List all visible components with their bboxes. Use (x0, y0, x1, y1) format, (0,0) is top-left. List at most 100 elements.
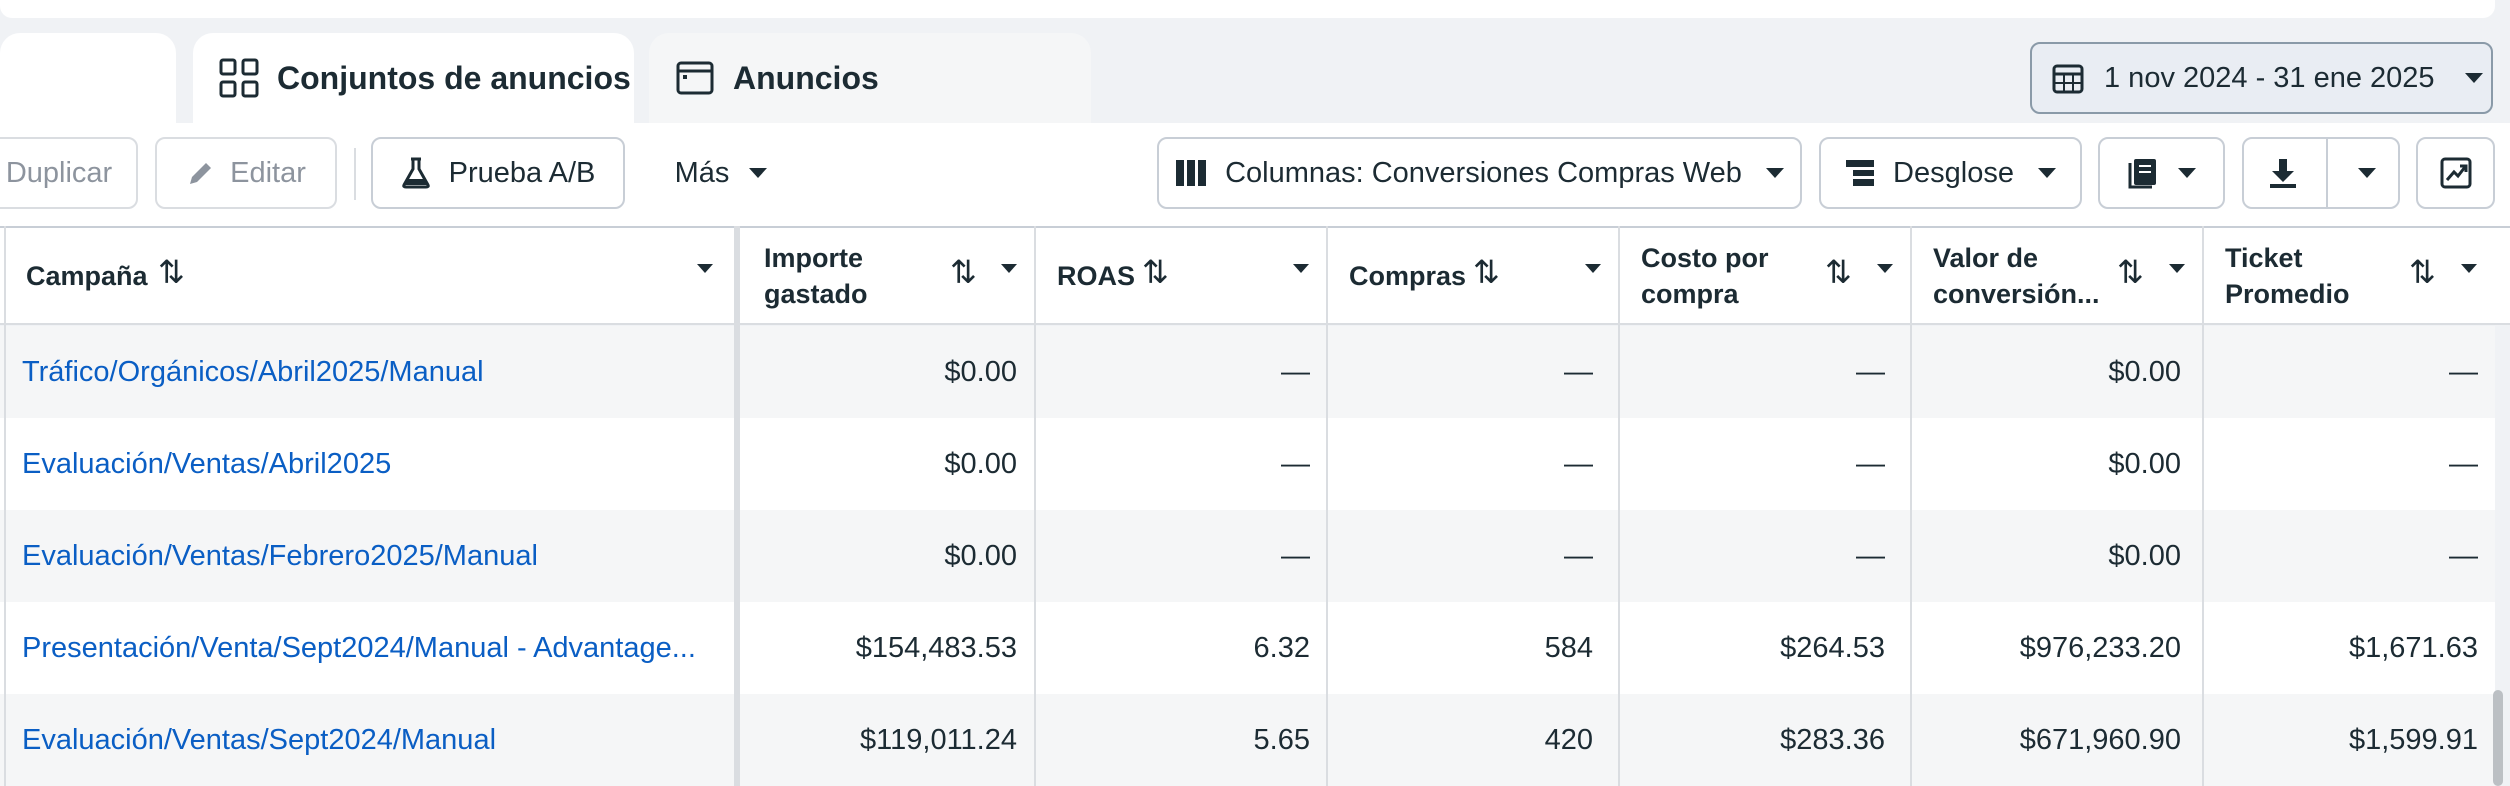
column-menu-caret[interactable] (1001, 264, 1017, 273)
date-range-label: 1 nov 2024 - 31 ene 2025 (2104, 61, 2435, 94)
table-row[interactable]: Evaluación/Ventas/Abril2025 $0.00 — — — … (0, 418, 2495, 510)
average-ticket-cell: $1,671.63 (2348, 632, 2478, 664)
reports-icon (2128, 159, 2156, 189)
table-row[interactable]: Evaluación/Ventas/Febrero2025/Manual $0.… (0, 510, 2495, 602)
column-menu-caret[interactable] (2461, 264, 2477, 273)
column-header-purchases[interactable]: Compras ⇅ (1327, 228, 1619, 323)
column-header-roas[interactable]: ROAS ⇅ (1035, 228, 1327, 323)
pencil-icon (190, 163, 212, 184)
column-divider (2202, 226, 2204, 786)
tab-campaigns[interactable] (0, 33, 176, 123)
divider (354, 148, 356, 200)
spend-cell: $0.00 (944, 356, 1017, 388)
table-row[interactable]: Presentación/Venta/Sept2024/Manual - Adv… (0, 602, 2495, 694)
column-header-label: Compras (1349, 261, 1467, 291)
column-menu-caret[interactable] (1877, 264, 1893, 273)
date-range-picker[interactable]: 1 nov 2024 - 31 ene 2025 (2030, 42, 2493, 114)
spend-cell: $0.00 (944, 448, 1017, 480)
column-header-label-2: gastado (764, 279, 868, 309)
top-panel (0, 0, 2495, 18)
purchases-cell: — (1564, 356, 1593, 388)
column-header-campaign[interactable]: Campaña ⇅ (0, 228, 738, 323)
charts-button[interactable] (2416, 137, 2495, 209)
column-header-average-ticket[interactable]: Ticket Promedio ⇅ (2203, 228, 2495, 323)
duplicate-label: Duplicar (5, 156, 113, 189)
columns-button[interactable]: Columnas: Conversiones Compras Web (1157, 137, 1802, 209)
column-divider (1034, 226, 1036, 786)
purchases-cell: — (1564, 540, 1593, 572)
column-header-label: Valor de (1933, 243, 2039, 273)
spend-cell: $154,483.53 (855, 632, 1017, 664)
roas-cell: — (1281, 540, 1310, 572)
duplicate-button[interactable]: Duplicar (0, 137, 138, 209)
sort-icon[interactable]: ⇅ (1142, 254, 1169, 290)
column-header-conversion-value[interactable]: Valor de conversión... ⇅ (1911, 228, 2203, 323)
edit-label: Editar (230, 156, 306, 189)
cost-per-purchase-cell: — (1856, 356, 1885, 388)
table-row[interactable]: Evaluación/Ventas/Sept2024/Manual $119,0… (0, 694, 2495, 786)
sort-icon[interactable]: ⇅ (1825, 254, 1852, 290)
chevron-down-icon (1765, 168, 1784, 178)
conversion-value-cell: $0.00 (2108, 448, 2181, 480)
chevron-down-icon (2358, 168, 2376, 178)
breakdown-label: Desglose (1893, 156, 2014, 189)
cost-per-purchase-cell: — (1856, 448, 1885, 480)
column-menu-caret[interactable] (1293, 264, 1309, 273)
columns-label: Columnas: Conversiones Compras Web (1225, 156, 1742, 189)
conversion-value-cell: $976,233.20 (2019, 632, 2181, 664)
roas-cell: — (1281, 356, 1310, 388)
sort-icon[interactable]: ⇅ (158, 254, 185, 290)
ab-test-label: Prueba A/B (448, 156, 596, 189)
edit-button[interactable]: Editar (155, 137, 337, 209)
average-ticket-cell: $1,599.91 (2348, 724, 2478, 756)
tab-ad-sets[interactable]: Conjuntos de anuncios (193, 33, 634, 123)
average-ticket-cell: — (2449, 448, 2478, 480)
export-button[interactable] (2242, 137, 2400, 209)
calendar-icon (2052, 64, 2084, 94)
campaign-name-link[interactable]: Presentación/Venta/Sept2024/Manual - Adv… (22, 632, 696, 664)
chevron-down-icon (2464, 73, 2483, 83)
chevron-down-icon (2177, 168, 2196, 178)
tab-ad-sets-label: Conjuntos de anuncios (277, 59, 631, 96)
campaign-name-link[interactable]: Evaluación/Ventas/Sept2024/Manual (22, 724, 497, 756)
column-menu-caret[interactable] (2169, 264, 2185, 273)
column-menu-caret[interactable] (697, 264, 713, 273)
column-header-cost-per-purchase[interactable]: Costo por compra ⇅ (1619, 228, 1911, 323)
purchases-cell: 584 (1544, 632, 1593, 664)
column-header-label: Costo por (1641, 243, 1769, 273)
tab-ads[interactable]: Anuncios (649, 33, 1091, 123)
download-icon (2270, 159, 2296, 188)
average-ticket-cell: — (2449, 540, 2478, 572)
table-row[interactable]: Tráfico/Orgánicos/Abril2025/Manual $0.00… (0, 326, 2495, 418)
column-divider (1618, 226, 1620, 786)
frozen-column-divider[interactable] (734, 226, 740, 786)
sort-icon[interactable]: ⇅ (1473, 254, 1500, 290)
conversion-value-cell: $671,960.90 (2019, 724, 2181, 756)
column-header-label-2: compra (1641, 279, 1739, 309)
sort-icon[interactable]: ⇅ (2409, 254, 2436, 290)
conversion-value-cell: $0.00 (2108, 356, 2181, 388)
column-menu-caret[interactable] (1585, 264, 1601, 273)
purchases-cell: 420 (1544, 724, 1593, 756)
campaign-name-link[interactable]: Evaluación/Ventas/Abril2025 (22, 448, 392, 480)
grid-icon (219, 58, 259, 98)
breakdown-button[interactable]: Desglose (1819, 137, 2082, 209)
roas-cell: — (1281, 448, 1310, 480)
tab-ads-label: Anuncios (733, 59, 879, 96)
campaign-name-link[interactable]: Evaluación/Ventas/Febrero2025/Manual (22, 540, 538, 572)
column-header-label: Importe (764, 243, 864, 273)
reports-button[interactable] (2098, 137, 2225, 209)
column-header-label-2: Promedio (2225, 279, 2350, 309)
trend-chart-icon (2440, 157, 2471, 189)
sort-icon[interactable]: ⇅ (2117, 254, 2144, 290)
ab-test-button[interactable]: Prueba A/B (371, 137, 625, 209)
campaign-name-link[interactable]: Tráfico/Orgánicos/Abril2025/Manual (22, 356, 484, 388)
vertical-scrollbar[interactable] (2493, 690, 2503, 786)
breakdown-icon (1846, 160, 1875, 186)
column-divider (4, 226, 6, 786)
more-button[interactable]: Más (646, 137, 796, 209)
column-header-spend[interactable]: Importe gastado ⇅ (742, 228, 1035, 323)
cost-per-purchase-cell: $264.53 (1780, 632, 1885, 664)
sort-icon[interactable]: ⇅ (950, 254, 977, 290)
chevron-down-icon (749, 168, 768, 178)
